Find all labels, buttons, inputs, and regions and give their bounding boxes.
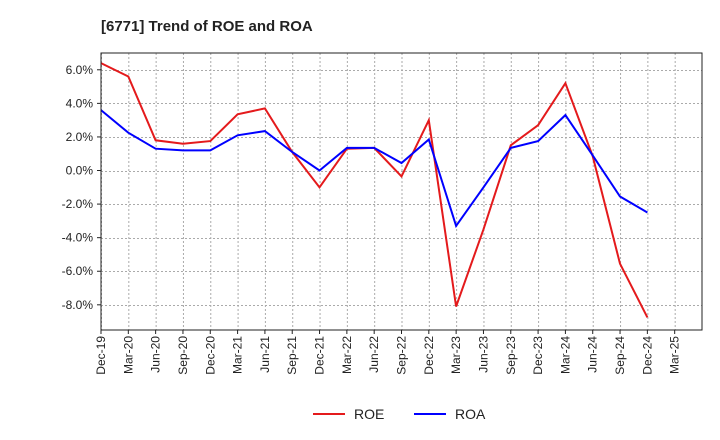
y-tick-label: 2.0% [66,130,94,144]
x-tick-label: Sep-20 [176,336,190,375]
y-tick-label: -6.0% [62,264,94,278]
legend-label-roa: ROA [455,406,486,422]
x-tick-label: Jun-21 [258,336,272,373]
x-tick-label: Jun-22 [367,336,381,373]
x-tick-label: Dec-24 [640,336,654,375]
legend-label-roe: ROE [354,406,384,422]
x-tick-label: Jun-24 [586,336,600,373]
chart-title: [6771] Trend of ROE and ROA [101,18,313,35]
y-tick-label: -2.0% [62,197,94,211]
y-tick-label: -8.0% [62,298,94,312]
x-tick-label: Mar-24 [558,336,572,374]
x-tick-label: Sep-24 [613,336,627,375]
x-tick-label: Mar-21 [231,336,245,374]
y-tick-label: 4.0% [66,96,94,110]
y-tick-label: -4.0% [62,231,94,245]
x-tick-label: Dec-20 [203,336,217,375]
x-tick-label: Dec-23 [531,336,545,375]
x-tick-label: Mar-20 [121,336,135,374]
x-tick-label: Sep-21 [285,336,299,375]
x-tick-label: Mar-23 [449,336,463,374]
series-line-roa [100,109,648,229]
x-tick-label: Jun-23 [476,336,490,373]
x-tick-label: Sep-23 [504,336,518,375]
x-tick-label: Mar-25 [668,336,682,374]
x-tick-label: Dec-19 [94,336,108,375]
x-axis-ticks: Dec-19 Mar-20 Jun-20 Sep-20 Dec-20 Mar-21 Jun-… [94,330,682,375]
x-tick-label: Dec-21 [313,336,327,375]
series-lines [100,62,649,318]
y-axis-ticks: -8.0% -6.0% -4.0% -2.0% 0.0% 2.0% 4.0% 6.0% [62,63,101,312]
x-tick-label: Sep-22 [395,336,409,375]
y-tick-label: 6.0% [66,63,94,77]
legend: ROE ROA [313,406,486,422]
x-tick-label: Jun-20 [149,336,163,373]
x-tick-label: Dec-22 [422,336,436,375]
x-tick-label: Mar-22 [340,336,354,374]
grid-lines [101,53,702,330]
y-tick-label: 0.0% [66,164,94,178]
